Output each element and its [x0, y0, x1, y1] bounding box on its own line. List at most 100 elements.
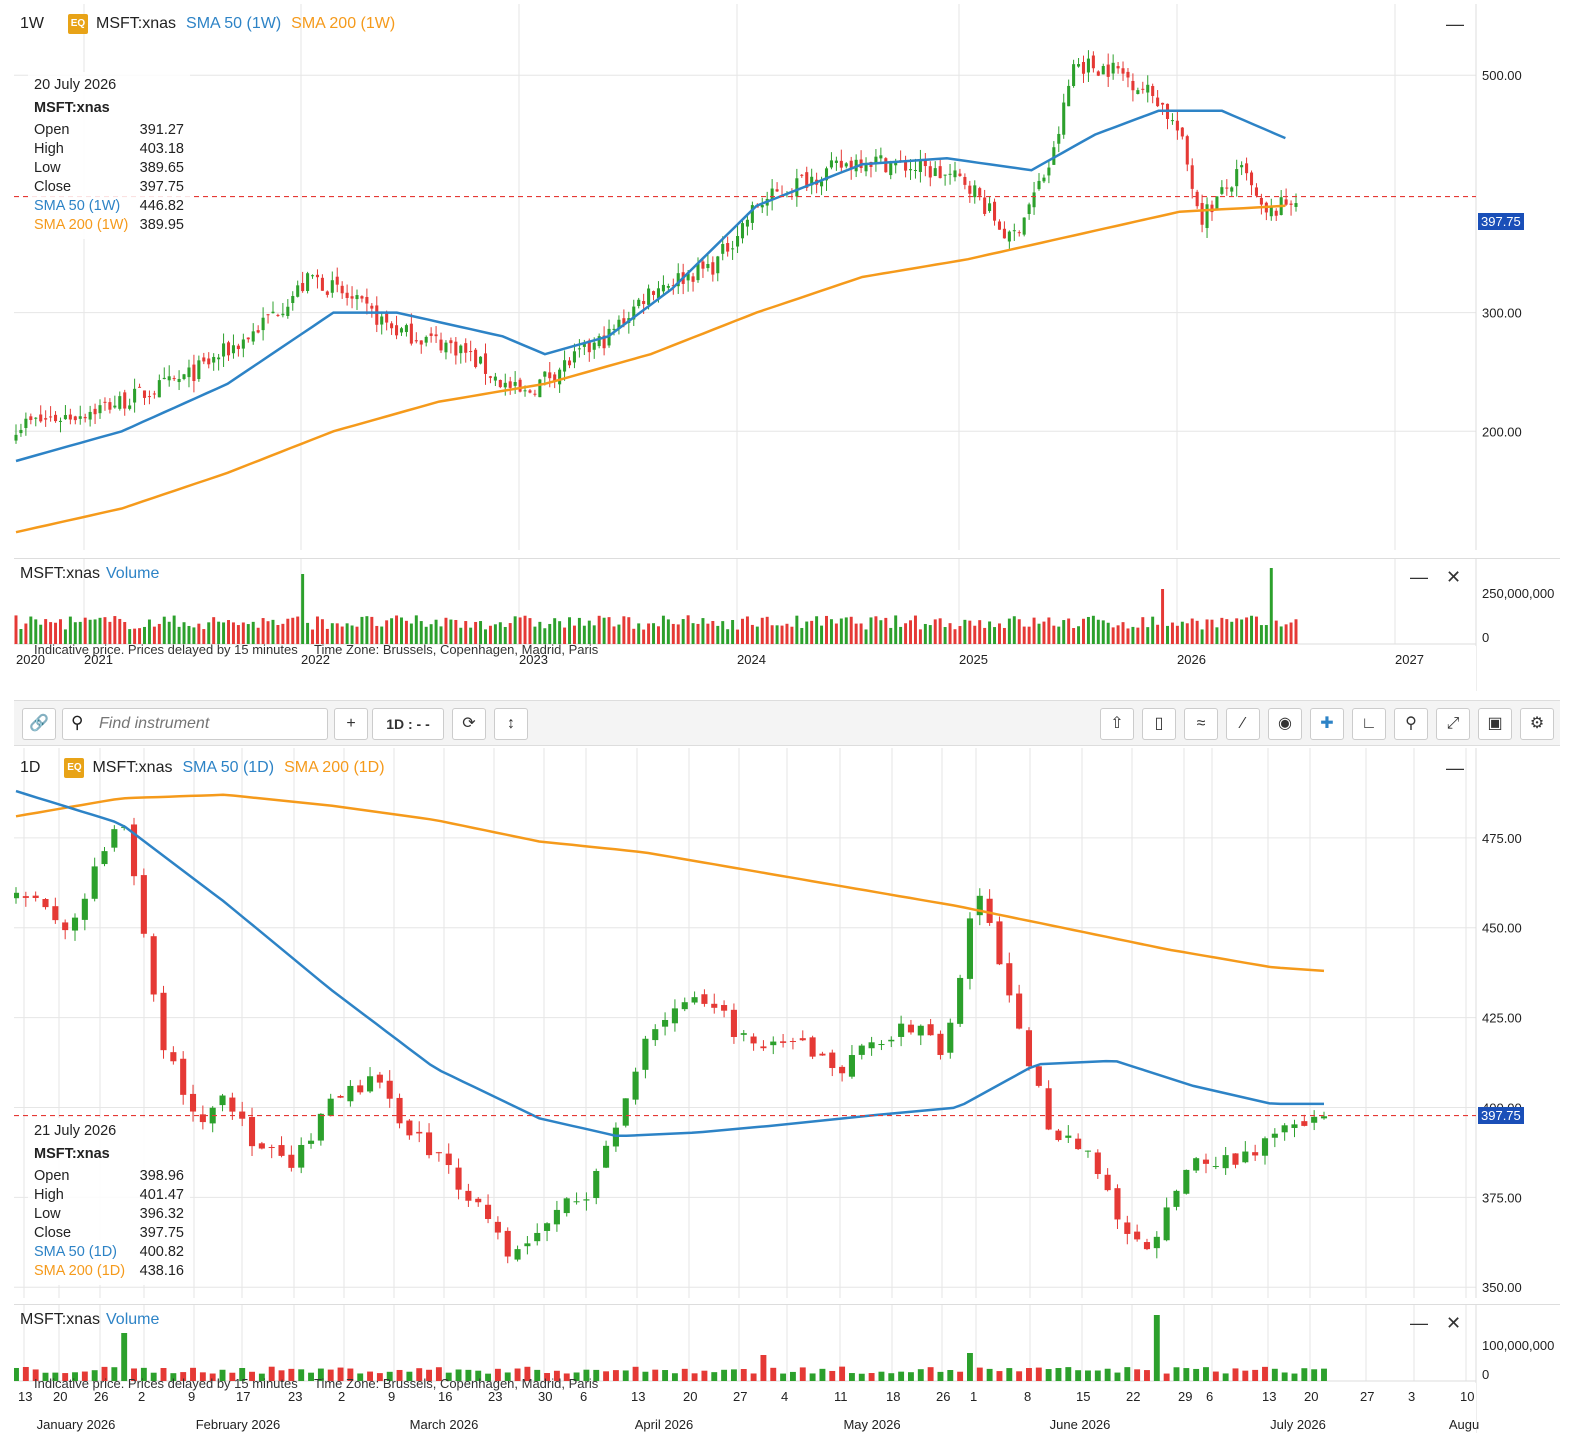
candle: [963, 176, 967, 185]
volume-bar: [444, 617, 448, 644]
eye-icon[interactable]: ◉: [1268, 708, 1302, 740]
indicator-icon[interactable]: ≈: [1184, 708, 1218, 740]
volume-bar: [395, 615, 399, 644]
volume-bar: [1136, 627, 1140, 644]
volume-bar: [1002, 627, 1006, 644]
volume-minus-icon[interactable]: —: [1410, 567, 1428, 587]
daily-timeframe[interactable]: 1D: [20, 759, 41, 776]
candle: [197, 360, 201, 380]
volume-bar: [1271, 1368, 1278, 1381]
vertical-arrows-icon[interactable]: ↕: [494, 708, 528, 740]
zoom-icon[interactable]: ⚲: [1394, 708, 1428, 740]
minus-icon[interactable]: —: [1446, 14, 1464, 34]
volume-bar: [907, 1372, 914, 1381]
candle: [483, 353, 488, 374]
refresh-icon[interactable]: ⟳: [452, 708, 486, 740]
fullscreen-icon[interactable]: ⤢: [1436, 708, 1470, 740]
volume-bar: [162, 616, 166, 644]
daily-last-price-tag: 397.75: [1478, 1107, 1524, 1124]
candle: [350, 296, 354, 299]
candle: [819, 1053, 826, 1056]
weekly-volume-symbol: MSFT:xnas: [20, 565, 101, 582]
date-axis-background: [14, 646, 1476, 691]
candle: [39, 414, 43, 422]
candle: [868, 1042, 875, 1049]
weekly-sma50-label[interactable]: SMA 50 (1W): [186, 15, 282, 32]
daily-sma50-label[interactable]: SMA 50 (1D): [182, 759, 275, 776]
candle: [130, 824, 138, 877]
weekly-chart-panel[interactable]: 200.00 300.00 500.00 1W EQ MSFT:xnas SMA 5…: [14, 4, 1560, 550]
candle: [258, 1143, 265, 1149]
weekly-sma200-label[interactable]: SMA 200 (1W): [291, 15, 396, 32]
candle: [180, 1058, 187, 1095]
weekly-volume-panel[interactable]: 250,000,000 0 2020 2021 2022 2023 2024 2025 2026…: [14, 558, 1560, 691]
plus-icon[interactable]: +: [334, 708, 368, 740]
candle: [567, 360, 572, 366]
candle: [800, 174, 804, 176]
weekly-volume-label[interactable]: Volume: [106, 565, 160, 582]
candle: [927, 1024, 934, 1036]
volume-bar: [917, 1369, 924, 1381]
candle: [459, 345, 463, 354]
volume-close-icon[interactable]: ✕: [1446, 1313, 1462, 1333]
candle: [958, 173, 962, 176]
draw-line-icon[interactable]: ∕: [1226, 708, 1260, 740]
candle: [1274, 210, 1278, 216]
share-icon[interactable]: ⇧: [1100, 708, 1134, 740]
search-input[interactable]: [97, 714, 321, 734]
volume-bar: [809, 1373, 816, 1381]
candle: [1200, 202, 1204, 225]
volume-bar: [370, 616, 374, 644]
volume-bar: [22, 1366, 29, 1381]
candle: [553, 1209, 560, 1225]
candles-icon[interactable]: ▯: [1142, 708, 1176, 740]
volume-bar: [528, 618, 532, 644]
daily-symbol[interactable]: MSFT:xnas: [92, 759, 173, 776]
volume-bar: [760, 617, 764, 644]
weekly-price-plot[interactable]: 200.00 300.00 500.00: [14, 4, 1560, 550]
instrument-search[interactable]: ⚲: [62, 708, 328, 740]
candle: [1081, 62, 1086, 74]
candle: [993, 201, 997, 221]
candle: [1101, 66, 1105, 75]
gear-icon[interactable]: ⚙: [1520, 708, 1554, 740]
volume-bar: [1042, 621, 1046, 644]
candle: [103, 401, 107, 403]
volume-close-icon[interactable]: ✕: [1446, 567, 1462, 587]
candle: [740, 1033, 747, 1035]
candle: [1007, 231, 1011, 242]
volume-minus-icon[interactable]: —: [1410, 1313, 1428, 1333]
link-icon[interactable]: 🔗: [22, 708, 56, 740]
candle: [376, 1074, 383, 1083]
open-value: 391.27: [139, 122, 184, 138]
volume-bar: [239, 1367, 246, 1381]
weekly-symbol[interactable]: MSFT:xnas: [96, 15, 177, 32]
x-axis-tick-label: 18: [886, 1389, 900, 1404]
candle: [622, 318, 626, 324]
candle: [1062, 102, 1066, 135]
candle: [789, 1041, 796, 1043]
daily-sma200-label[interactable]: SMA 200 (1D): [284, 759, 385, 776]
weekly-timeframe[interactable]: 1W: [20, 15, 44, 32]
volume-bar: [805, 621, 809, 644]
candle: [795, 178, 799, 197]
minus-icon[interactable]: —: [1446, 758, 1464, 778]
volume-bar: [1274, 620, 1278, 644]
volume-bar: [131, 1368, 137, 1381]
interval-button[interactable]: 1D : - -: [372, 708, 444, 740]
camera-icon[interactable]: ▣: [1478, 708, 1512, 740]
volume-bar: [1166, 625, 1169, 644]
volume-bar: [1012, 616, 1016, 644]
volume-bar: [1232, 1368, 1239, 1381]
daily-volume-label[interactable]: Volume: [106, 1311, 160, 1328]
curve-icon[interactable]: ∟: [1352, 708, 1386, 740]
volume-bar: [790, 626, 794, 644]
volume-bar: [404, 620, 408, 644]
candle: [1245, 163, 1249, 174]
candle: [1055, 1130, 1062, 1141]
volume-bar: [1017, 619, 1021, 644]
crosshair-icon[interactable]: ✚: [1310, 708, 1344, 740]
daily-volume-panel[interactable]: 100,000,000 0 13 20 26 2 9 17 23 2 9 16 23 30 6 13 20 27 4…: [14, 1304, 1560, 1433]
